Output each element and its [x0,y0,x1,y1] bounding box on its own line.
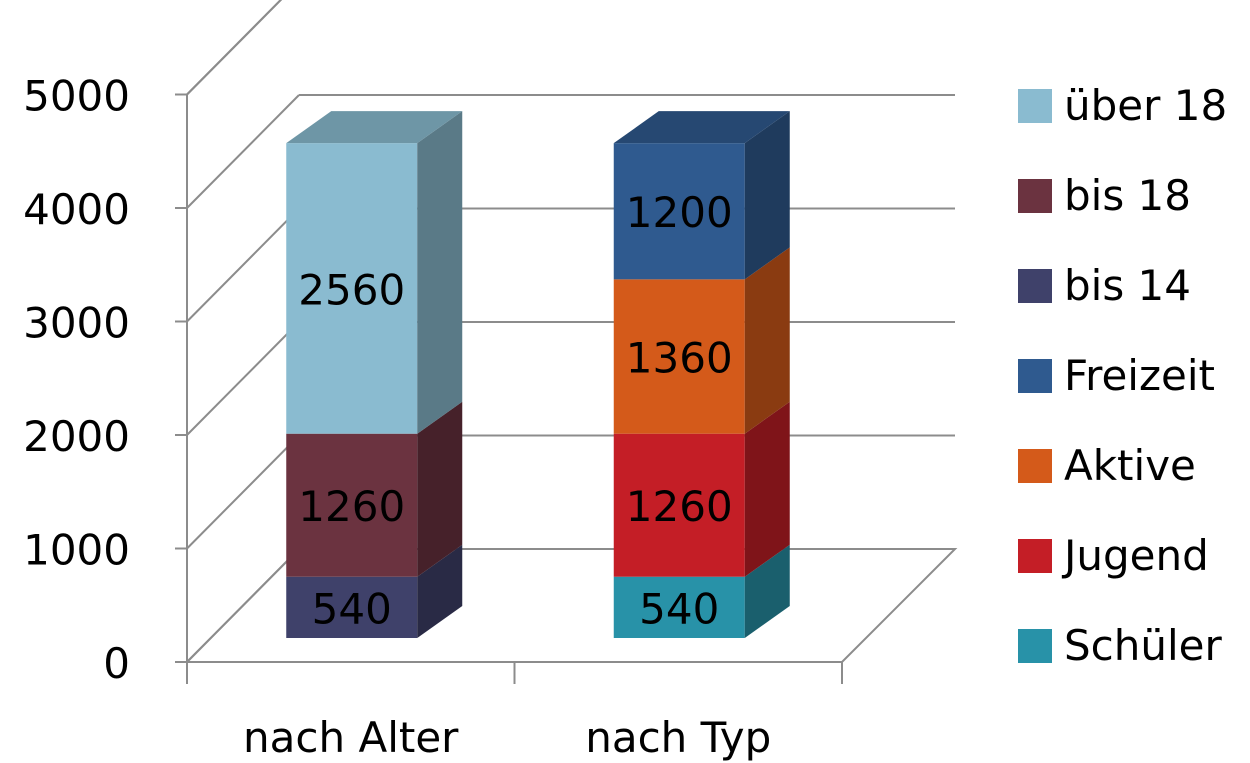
data-label-aktive: 1360 [626,334,733,383]
data-label-bis-18: 1260 [298,482,405,531]
y-tick-label: 2000 [23,412,130,461]
bar-top-freizeit [613,111,790,144]
data-label-jugend: 1260 [626,482,733,531]
legend-label-bis-18: bis 18 [1064,171,1191,220]
legend-label--ber-18: über 18 [1064,81,1227,130]
y-tick-label: 5000 [23,72,130,121]
bar-segment-freizeit [613,143,745,280]
data-label--ber-18: 2560 [298,265,405,314]
legend-swatch-jugend [1018,539,1052,573]
gridline-side [186,434,300,550]
legend-label-jugend: Jugend [1061,531,1209,580]
side-wall-top-edge [186,0,283,96]
y-axis-tick-labels: 0 1000 2000 3000 4000 5000 [23,72,130,689]
gridline-side [186,548,300,663]
bar-side--ber-18 [417,111,463,434]
y-tick-label: 1000 [23,526,130,575]
bar-side-aktive [744,247,790,434]
bar-segment--ber-18 [286,143,418,434]
legend: über 18 bis 18 bis 14 Freizeit Aktive Jugend S… [1018,81,1227,670]
bar-segment-jugend [613,433,745,577]
y-tick-label: 3000 [23,299,130,348]
bar-segments [286,111,790,638]
gridline-side [186,207,300,323]
bar-side-freizeit [744,111,790,280]
legend-swatch-sch-ler [1018,629,1052,663]
bar-top--ber-18 [286,111,463,144]
y-tick-label: 4000 [23,185,130,234]
legend-label-sch-ler: Schüler [1064,621,1222,670]
legend-label-aktive: Aktive [1064,441,1196,490]
legend-label-bis-14: bis 14 [1064,261,1191,310]
legend-swatch-bis-18 [1018,179,1052,213]
bar-segment-sch-ler [613,576,745,638]
legend-label-freizeit: Freizeit [1064,351,1215,400]
bar-side-bis-18 [417,401,463,577]
legend-swatch-bis-14 [1018,269,1052,303]
bar-side-jugend [744,401,790,577]
gridline-side [186,0,283,96]
legend-swatch-freizeit [1018,359,1052,393]
bar-side-sch-ler [744,544,790,638]
bar-segment-bis-18 [286,433,418,577]
axes [175,93,843,684]
legend-swatch--ber-18 [1018,89,1052,123]
data-label-bis-14: 540 [312,584,392,633]
bar-segment-bis-14 [286,576,418,638]
gridline-side [186,321,300,436]
legend-swatch-aktive [1018,449,1052,483]
x-tick-label: nach Alter [243,713,459,762]
data-labels: 540 1260 2560 540 1260 1360 1200 [298,188,732,633]
bar-side-bis-14 [417,544,463,638]
y-tick-label: 0 [103,639,130,688]
x-axis-category-labels: nach Alter nach Typ [243,713,771,762]
data-label-freizeit: 1200 [626,188,733,237]
bar-segment-aktive [613,279,745,434]
data-label-sch-ler: 540 [639,584,719,633]
x-tick-label: nach Typ [585,713,771,762]
gridline-side [186,94,300,209]
